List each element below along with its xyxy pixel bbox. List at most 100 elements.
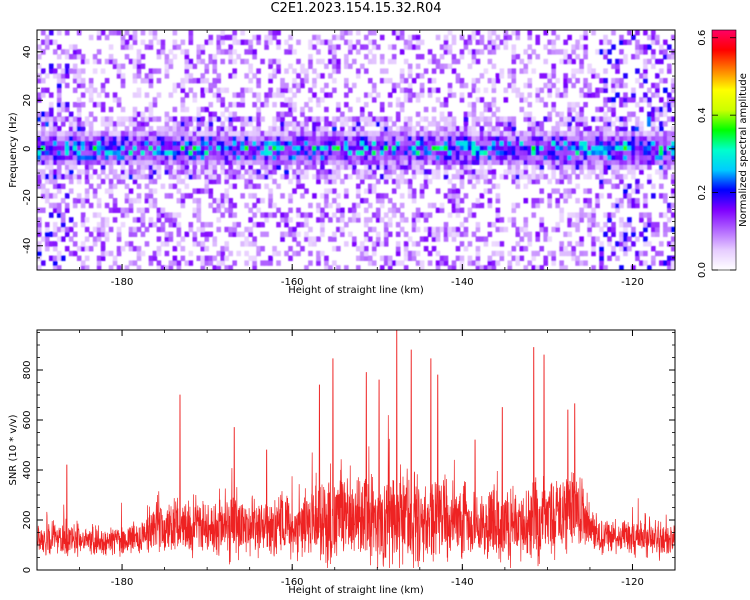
spectrogram-cell — [359, 159, 365, 165]
spectrogram-cell — [37, 150, 42, 156]
spectrogram-cell — [451, 54, 457, 60]
spectrogram-cell — [288, 255, 293, 261]
spectrogram-cell — [451, 92, 457, 98]
spectrogram-cell — [300, 140, 305, 146]
spectrogram-cell — [200, 169, 206, 175]
spectrogram-cell — [144, 193, 150, 199]
spectrogram-cell — [563, 116, 568, 122]
spectrogram-cell — [80, 212, 86, 218]
spectrogram-cell — [447, 178, 453, 185]
spectrogram-cell — [104, 150, 110, 156]
spectrogram-cell — [68, 54, 74, 60]
spectrogram-cell — [507, 145, 513, 151]
spectrogram-cell — [643, 49, 648, 55]
spectrogram-cell — [419, 73, 425, 79]
spectrogram-cell — [180, 198, 186, 204]
spectrogram-cell — [152, 159, 158, 165]
spectrogram-cell — [272, 154, 277, 161]
spectrogram-cell — [96, 30, 102, 36]
spectrogram-cell — [559, 121, 564, 127]
spectrogram-cell — [200, 154, 206, 161]
spectrogram-cell — [511, 154, 517, 161]
spectrogram-cell — [651, 150, 656, 156]
spectrogram-cell — [587, 135, 592, 141]
spectrogram-cell — [427, 140, 433, 146]
spectrogram-cell — [555, 92, 560, 98]
spectrogram-cell — [300, 212, 305, 218]
spectrogram-cell — [120, 212, 126, 218]
spectrogram-cell — [136, 140, 142, 146]
spectrogram-cell — [328, 92, 333, 98]
spectrogram-cell — [567, 217, 572, 223]
spectrogram-cell — [88, 164, 94, 170]
spectrogram-cell — [128, 174, 134, 180]
spectrogram-cell — [619, 82, 624, 89]
spectrogram-cell — [487, 231, 493, 237]
spectrogram-cell — [64, 54, 70, 60]
spectrogram-cell — [240, 140, 245, 146]
spectrogram-cell — [383, 174, 389, 180]
spectrogram-cell — [607, 178, 612, 185]
spectrogram-cell — [156, 217, 162, 223]
spectrogram-cell — [463, 246, 469, 252]
spectrogram-cell — [367, 130, 373, 137]
spectrogram-cell — [419, 154, 425, 161]
spectrogram-cell — [387, 164, 393, 170]
spectrogram-cell — [260, 145, 265, 151]
spectrogram-cell — [583, 145, 588, 151]
spectrogram-cell — [120, 150, 126, 156]
spectrogram-cell — [415, 150, 421, 156]
spectrogram-cell — [88, 140, 94, 146]
spectrogram-cell — [443, 255, 449, 261]
spectrogram-cell — [483, 87, 489, 93]
spectrogram-cell — [48, 154, 54, 161]
spectrogram-cell — [96, 102, 102, 108]
spectrogram-cell — [148, 102, 154, 108]
spectrogram-cell — [84, 169, 90, 175]
spectrogram-cell — [671, 178, 675, 185]
spectrogram-cell — [391, 154, 397, 161]
spectrogram-cell — [192, 140, 198, 146]
spectrogram-cell — [571, 250, 576, 257]
spectrogram-cell — [459, 178, 465, 185]
spectrogram-cell — [200, 260, 206, 266]
spectrogram-cell — [559, 92, 564, 98]
spectrogram-cell — [184, 49, 190, 55]
spectrogram-cell — [451, 135, 457, 141]
spectrogram-cell — [240, 150, 245, 156]
spectrogram-cell — [387, 116, 393, 122]
spectrogram-cell — [611, 30, 616, 36]
spectrogram-cell — [140, 159, 146, 165]
spectrogram-cell — [48, 126, 54, 132]
spectrogram-cell — [387, 217, 393, 223]
spectrogram-cell — [128, 231, 134, 237]
spectrogram-cell — [356, 140, 361, 146]
spectrogram-cell — [503, 226, 509, 233]
spectrogram-cell — [559, 169, 564, 175]
spectrogram-cell — [663, 78, 668, 84]
spectrogram-cell — [328, 178, 333, 185]
spectrogram-cell — [475, 58, 481, 65]
spectrogram-cell — [551, 126, 556, 132]
spectrogram-cell — [320, 126, 325, 132]
spectrogram-cell — [647, 178, 652, 185]
spectrogram-cell — [423, 174, 429, 180]
spectrogram-cell — [72, 140, 78, 146]
spectrogram-cell — [491, 145, 497, 151]
spectrogram-cell — [84, 154, 90, 161]
spectrogram-cell — [631, 159, 636, 165]
spectrogram-cell — [120, 63, 126, 69]
spectrogram-cell — [495, 212, 501, 218]
spectrogram-cell — [100, 82, 106, 89]
spectrogram-cell — [52, 116, 58, 122]
spectrogram-cell — [463, 44, 469, 50]
spectrogram-cell — [224, 207, 229, 213]
spectrogram-cell — [531, 174, 537, 180]
spectrogram-cell — [336, 169, 341, 175]
spectrogram-cell — [367, 135, 373, 141]
spectrogram-cell — [551, 145, 556, 151]
spectrogram-cell — [663, 150, 668, 156]
spectrogram-cell — [316, 255, 321, 261]
spectrogram-cell — [479, 49, 485, 55]
spectrogram-cell — [487, 140, 493, 146]
